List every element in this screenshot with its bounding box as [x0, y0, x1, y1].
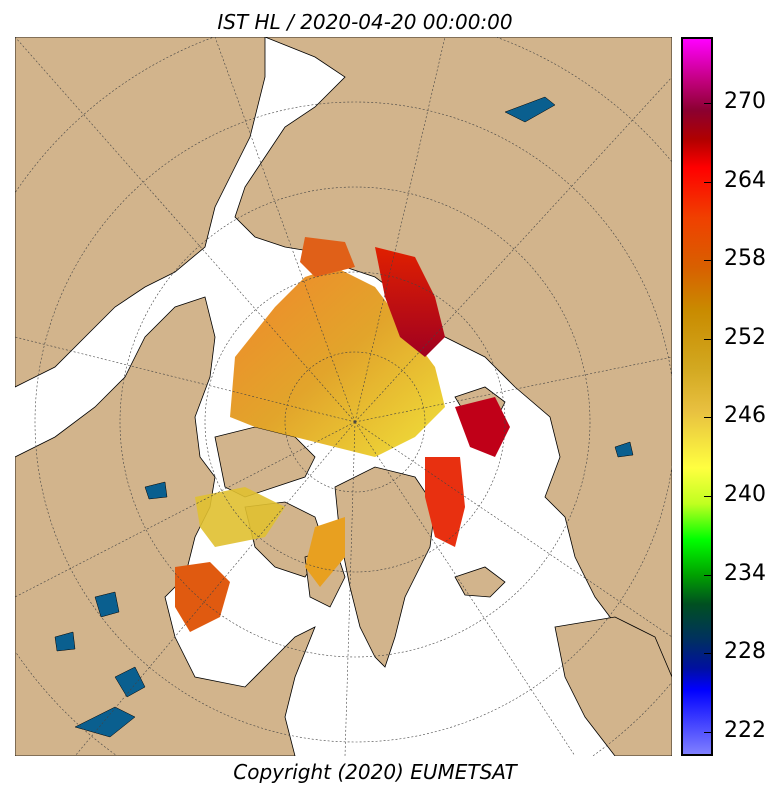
colorbar-tickmark: [704, 653, 712, 654]
colorbar-tickmark: [704, 496, 712, 497]
colorbar-tickmark: [704, 103, 712, 104]
colorbar-tickmark: [704, 417, 712, 418]
colorbar-tick-label: 252: [724, 325, 766, 350]
colorbar-tick-label: 264: [724, 168, 766, 193]
colorbar-tickmark: [704, 575, 712, 576]
colorbar-tick-label: 246: [724, 403, 766, 428]
colorbar-tick-label: 240: [724, 482, 766, 507]
colorbar-tick-label: 228: [724, 639, 766, 664]
map-svg: [15, 37, 672, 756]
map-title: IST HL / 2020-04-20 00:00:00: [217, 10, 513, 34]
polar-map: [15, 37, 672, 756]
colorbar-tick-label: 270: [724, 89, 766, 114]
colorbar-tick-label: 258: [724, 246, 766, 271]
lakes-layer: [54, 96, 634, 738]
colorbar-tickmark: [704, 182, 712, 183]
graticule: [15, 37, 672, 756]
colorbar-tickmark: [704, 339, 712, 340]
temperature-colorbar: [681, 37, 713, 756]
greenland-land: [334, 466, 436, 668]
colorbar-tick-label: 234: [724, 561, 766, 586]
land-layer: [15, 37, 672, 756]
colorbar-tickmark: [704, 260, 712, 261]
copyright-footer: Copyright (2020) EUMETSAT: [233, 760, 517, 784]
north-america-land: [15, 296, 316, 756]
colorbar-tickmark: [704, 732, 712, 733]
sea-ice-layer: [175, 237, 510, 632]
colorbar-tick-label: 222: [724, 718, 766, 743]
